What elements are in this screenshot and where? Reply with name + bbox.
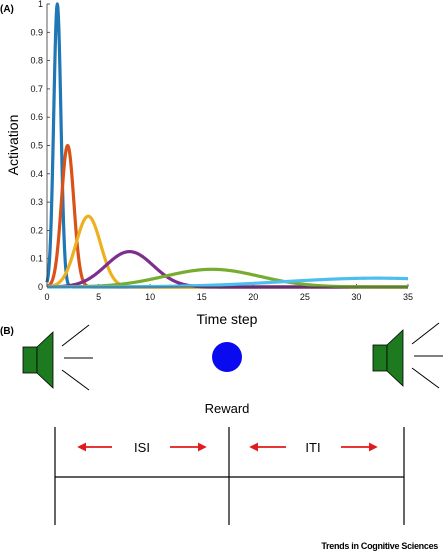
right-speaker-cone (386, 329, 404, 387)
right-sound-line-bottom (411, 367, 440, 389)
iti-label: ITI (305, 440, 320, 455)
y-tick-label: 0.9 (30, 27, 43, 37)
x-tick-label: 5 (96, 292, 101, 302)
x-tick-label: 15 (197, 292, 207, 302)
y-tick-label: 1 (38, 0, 43, 9)
y-tick-label: 0.8 (30, 56, 43, 66)
left-sound-line-top (61, 324, 90, 347)
isi-label: ISI (134, 440, 150, 455)
timeline (54, 427, 405, 525)
left-speaker (22, 324, 93, 391)
panel-a-label: (A) (0, 4, 14, 15)
y-axis-title: Activation (5, 115, 21, 176)
right-speaker (372, 322, 443, 389)
series-line-3 (45, 214, 410, 289)
x-tick-label: 10 (145, 292, 155, 302)
reward-label: Reward (205, 401, 250, 416)
x-tick-label: 35 (403, 292, 413, 302)
y-tick-label: 0.5 (30, 141, 43, 151)
y-tick-label: 0.2 (30, 225, 43, 235)
x-tick-label: 20 (248, 292, 258, 302)
series-line-2 (45, 143, 410, 289)
journal-credit: Trends in Cognitive Sciences (321, 541, 438, 551)
activation-chart: 0 0.1 0.2 0.3 0.4 0.5 0.6 0.7 0.8 0.9 1 0 5 10 15 20 25… (5, 0, 413, 327)
x-tick-label: 25 (300, 292, 310, 302)
y-tick-label: 0 (38, 282, 43, 292)
panel-b-label: (B) (0, 326, 14, 337)
right-speaker-box (372, 344, 388, 372)
x-tick-label: 30 (351, 292, 361, 302)
x-axis-title: Time step (197, 311, 258, 327)
left-sound-line-bottom (61, 369, 90, 391)
left-speaker-cone (36, 331, 54, 389)
iti-interval: ITI (249, 440, 378, 455)
y-tick-label: 0.3 (30, 197, 43, 207)
y-axis-ticks: 0 0.1 0.2 0.3 0.4 0.5 0.6 0.7 0.8 0.9 1 (30, 0, 50, 292)
y-tick-label: 0.4 (30, 169, 43, 179)
right-sound-line-top (411, 322, 440, 345)
reward-dot (212, 342, 242, 372)
series-lines (45, 2, 410, 289)
left-speaker-box (22, 346, 38, 374)
x-tick-label: 0 (44, 292, 49, 302)
y-tick-label: 0.7 (30, 84, 43, 94)
isi-interval: ISI (77, 440, 207, 455)
y-tick-label: 0.6 (30, 112, 43, 122)
y-tick-label: 0.1 (30, 254, 43, 264)
